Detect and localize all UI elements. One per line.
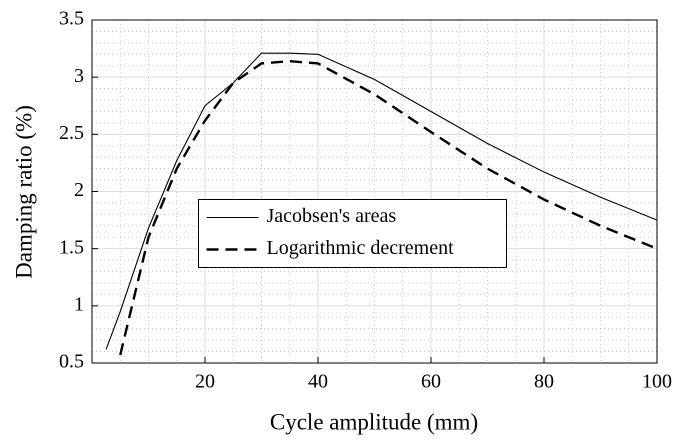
y-axis-label: Damping ratio (%) [11, 105, 36, 279]
x-axis-label: Cycle amplitude (mm) [270, 409, 478, 434]
x-tick-label: 80 [534, 371, 554, 393]
y-tick-label: 0.5 [59, 351, 84, 373]
legend-label: Logarithmic decrement [267, 237, 455, 259]
y-tick-label: 3.5 [59, 8, 84, 30]
x-tick-label: 60 [421, 371, 441, 393]
y-tick-label: 1 [74, 293, 84, 315]
x-tick-label: 100 [642, 371, 672, 393]
legend-label: Jacobsen's areas [267, 205, 397, 227]
plot-frame [91, 19, 658, 364]
x-tick-label: 40 [308, 371, 328, 393]
y-tick-label: 2.5 [59, 122, 84, 144]
y-tick-label: 2 [74, 179, 84, 201]
y-tick-label: 3 [74, 65, 84, 87]
y-tick-label: 1.5 [59, 236, 84, 258]
data-line [105, 52, 658, 350]
legend-box [198, 199, 507, 268]
x-tick-label: 20 [195, 371, 215, 393]
